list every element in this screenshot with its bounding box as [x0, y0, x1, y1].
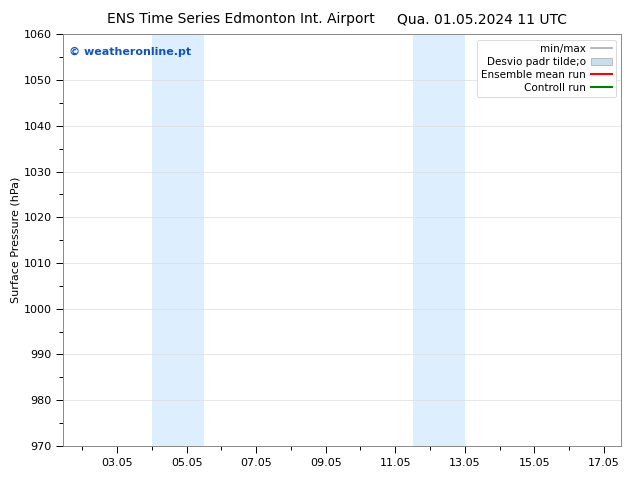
Text: © weatheronline.pt: © weatheronline.pt [69, 47, 191, 57]
Bar [413, 34, 465, 446]
Y-axis label: Surface Pressure (hPa): Surface Pressure (hPa) [11, 177, 21, 303]
Legend: min/max, Desvio padr tilde;o, Ensemble mean run, Controll run: min/max, Desvio padr tilde;o, Ensemble m… [477, 40, 616, 97]
Text: Qua. 01.05.2024 11 UTC: Qua. 01.05.2024 11 UTC [397, 12, 567, 26]
Bar [152, 34, 204, 446]
Text: ENS Time Series Edmonton Int. Airport: ENS Time Series Edmonton Int. Airport [107, 12, 375, 26]
